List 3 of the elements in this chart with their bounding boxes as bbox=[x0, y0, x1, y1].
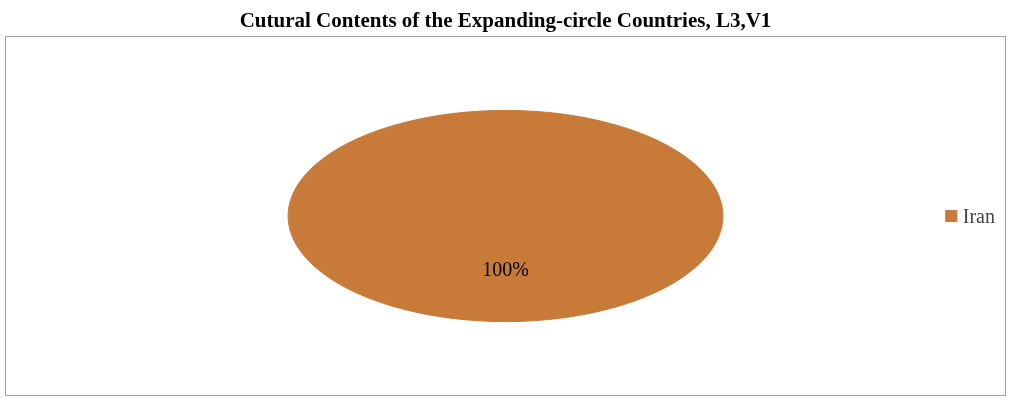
chart-title: Cutural Contents of the Expanding-circle Countries, L3,V1 bbox=[239, 7, 772, 32]
data-label: 100% bbox=[482, 257, 529, 280]
legend-label: Iran bbox=[962, 204, 995, 227]
